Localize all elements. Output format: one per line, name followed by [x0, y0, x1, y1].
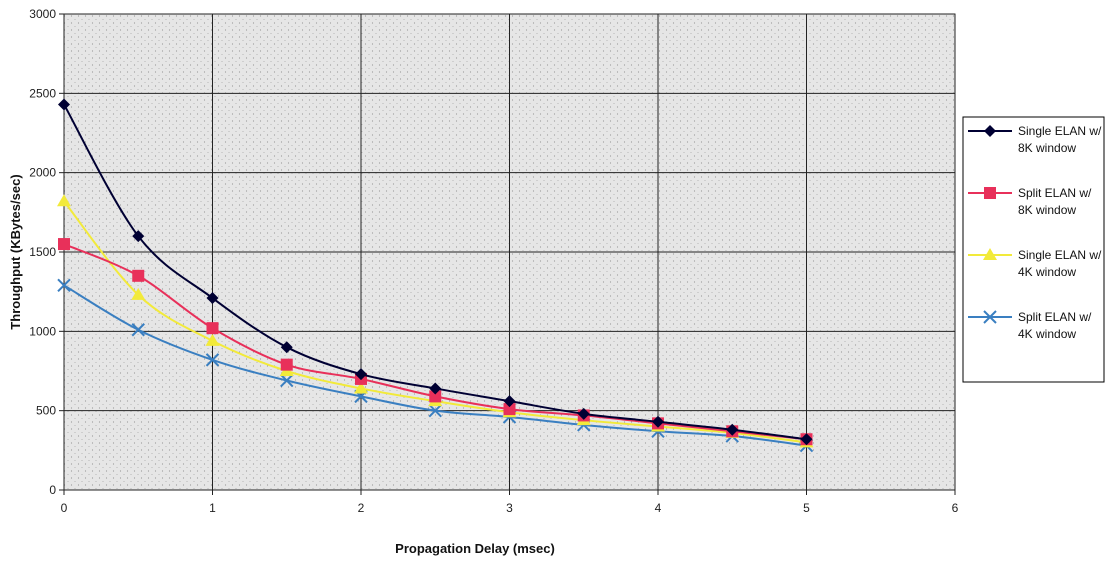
legend-entry: Single ELAN w/8K window — [968, 124, 1102, 155]
y-tick-label: 1500 — [29, 245, 56, 259]
data-point-marker — [428, 403, 442, 418]
data-point-marker — [57, 278, 71, 293]
y-tick-label: 2000 — [29, 166, 56, 180]
x-tick-labels: 0 1 2 3 4 5 6 — [61, 501, 959, 515]
x-tick-label: 1 — [209, 501, 216, 515]
data-point-marker — [429, 382, 442, 395]
data-point-marker — [354, 381, 368, 394]
data-point-marker — [280, 358, 293, 371]
data-point-marker — [131, 323, 145, 337]
x-axis-title: Propagation Delay (msec) — [395, 541, 555, 556]
y-tick-label: 3000 — [29, 7, 56, 21]
data-point-marker — [503, 395, 516, 408]
data-point-marker — [652, 415, 664, 428]
data-point-marker — [206, 322, 219, 335]
data-point-marker — [57, 194, 71, 207]
data-point-marker — [726, 423, 739, 436]
data-point-marker — [58, 98, 70, 111]
legend-entry: Single ELAN w/4K window — [968, 248, 1102, 279]
x-tick-label: 6 — [952, 501, 959, 515]
legend-entry: Split ELAN w/4K window — [968, 310, 1092, 341]
legend-label: 4K window — [1018, 327, 1076, 341]
data-point-marker — [280, 341, 293, 354]
legend-entry: Split ELAN w/8K window — [968, 186, 1092, 217]
data-point-marker — [131, 287, 146, 300]
data-point-marker — [280, 373, 294, 388]
legend-label: 8K window — [1018, 141, 1076, 155]
y-tick-label: 500 — [36, 404, 56, 418]
legend-label: 4K window — [1018, 265, 1076, 279]
x-tick-label: 4 — [655, 501, 662, 515]
legend-label: Single ELAN w/ — [1018, 248, 1102, 262]
data-point-marker — [58, 238, 70, 251]
series-1 — [58, 98, 813, 446]
legend-marker — [984, 187, 996, 199]
data-point-marker — [205, 353, 220, 367]
series-layer — [57, 98, 814, 453]
y-tick-label: 2500 — [29, 86, 56, 100]
data-point-marker — [132, 269, 145, 282]
legend-marker — [983, 248, 997, 260]
data-point-marker — [355, 368, 367, 381]
data-point-marker — [503, 403, 516, 416]
legend-marker — [984, 125, 996, 137]
x-tick-label: 3 — [506, 501, 513, 515]
x-tick-label: 0 — [61, 501, 68, 515]
y-tick-label: 0 — [49, 483, 56, 497]
data-point-marker — [206, 292, 219, 305]
series-line — [63, 103, 807, 441]
y-axis-title: Throughput (KBytes/sec) — [8, 174, 23, 329]
y-tick-labels: 0 500 1000 1500 2000 2500 3000 — [29, 7, 56, 497]
legend-label: Single ELAN w/ — [1018, 124, 1102, 138]
legend-marker — [983, 310, 997, 324]
legend-box — [962, 116, 1105, 383]
data-point-marker — [429, 390, 442, 403]
y-tick-label: 1000 — [29, 324, 56, 338]
legend-label: Split ELAN w/ — [1018, 310, 1092, 324]
legend-label: Split ELAN w/ — [1018, 186, 1092, 200]
grid-lines — [59, 13, 956, 495]
data-point-marker — [800, 433, 813, 446]
data-point-marker — [132, 230, 145, 243]
x-tick-label: 5 — [803, 501, 810, 515]
data-point-marker — [205, 333, 220, 346]
x-tick-label: 2 — [358, 501, 365, 515]
data-point-marker — [577, 407, 590, 420]
legend-label: 8K window — [1018, 203, 1076, 217]
